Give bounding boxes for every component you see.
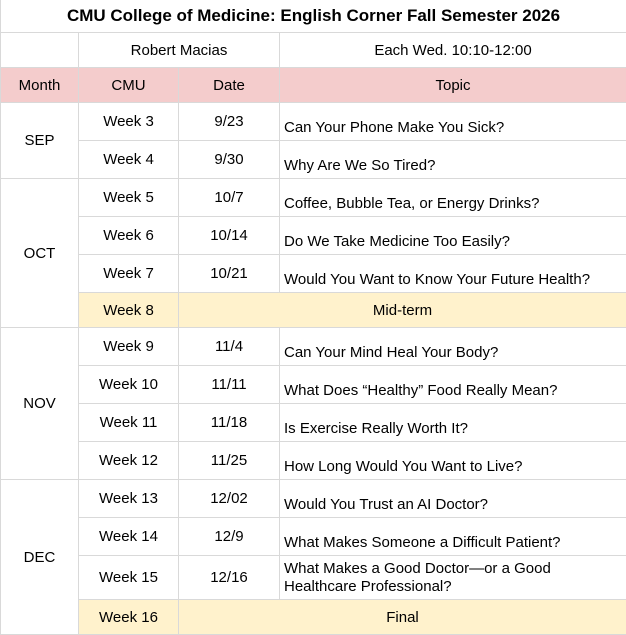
date: 12/16: [179, 556, 280, 600]
topic: Can Your Mind Heal Your Body?: [280, 328, 626, 366]
week: Week 3: [79, 103, 179, 141]
month: DEC: [1, 480, 79, 635]
date: 10/14: [179, 217, 280, 255]
topic: Is Exercise Really Worth It?: [280, 404, 626, 442]
date: 12/9: [179, 518, 280, 556]
empty-cell: [1, 33, 79, 68]
week: Week 14: [79, 518, 179, 556]
week: Week 10: [79, 366, 179, 404]
topic: Why Are We So Tired?: [280, 141, 626, 179]
date: 11/18: [179, 404, 280, 442]
topic: Can Your Phone Make You Sick?: [280, 103, 626, 141]
topic: Coffee, Bubble Tea, or Energy Drinks?: [280, 179, 626, 217]
event: Mid-term: [179, 293, 626, 328]
topic: Do We Take Medicine Too Easily?: [280, 217, 626, 255]
week: Week 4: [79, 141, 179, 179]
week: Week 13: [79, 480, 179, 518]
date: 10/7: [179, 179, 280, 217]
header: Date: [179, 68, 280, 103]
date: 10/21: [179, 255, 280, 293]
event: Final: [179, 600, 626, 635]
header: Month: [1, 68, 79, 103]
date: 9/30: [179, 141, 280, 179]
date: 11/25: [179, 442, 280, 480]
week: Week 6: [79, 217, 179, 255]
week: Week 12: [79, 442, 179, 480]
date: 11/4: [179, 328, 280, 366]
week: Week 8: [79, 293, 179, 328]
header: CMU: [79, 68, 179, 103]
topic: Would You Want to Know Your Future Healt…: [280, 255, 626, 293]
month: OCT: [1, 179, 79, 328]
week: Week 7: [79, 255, 179, 293]
week: Week 15: [79, 556, 179, 600]
title: CMU College of Medicine: English Corner …: [1, 0, 626, 33]
date: 12/02: [179, 480, 280, 518]
month: NOV: [1, 328, 79, 480]
header: Topic: [280, 68, 626, 103]
topic: What Makes a Good Doctor—or a Good Healt…: [280, 556, 626, 600]
topic: What Makes Someone a Difficult Patient?: [280, 518, 626, 556]
week: Week 9: [79, 328, 179, 366]
teacher: Robert Macias: [79, 33, 280, 68]
date: 11/11: [179, 366, 280, 404]
time: Each Wed. 10:10-12:00: [280, 33, 626, 68]
page: {"title": "CMU College of Medicine: Engl…: [0, 0, 626, 602]
week: Week 16: [79, 600, 179, 635]
date: 9/23: [179, 103, 280, 141]
topic: How Long Would You Want to Live?: [280, 442, 626, 480]
month: SEP: [1, 103, 79, 179]
week: Week 5: [79, 179, 179, 217]
topic: What Does “Healthy” Food Really Mean?: [280, 366, 626, 404]
topic: Would You Trust an AI Doctor?: [280, 480, 626, 518]
week: Week 11: [79, 404, 179, 442]
